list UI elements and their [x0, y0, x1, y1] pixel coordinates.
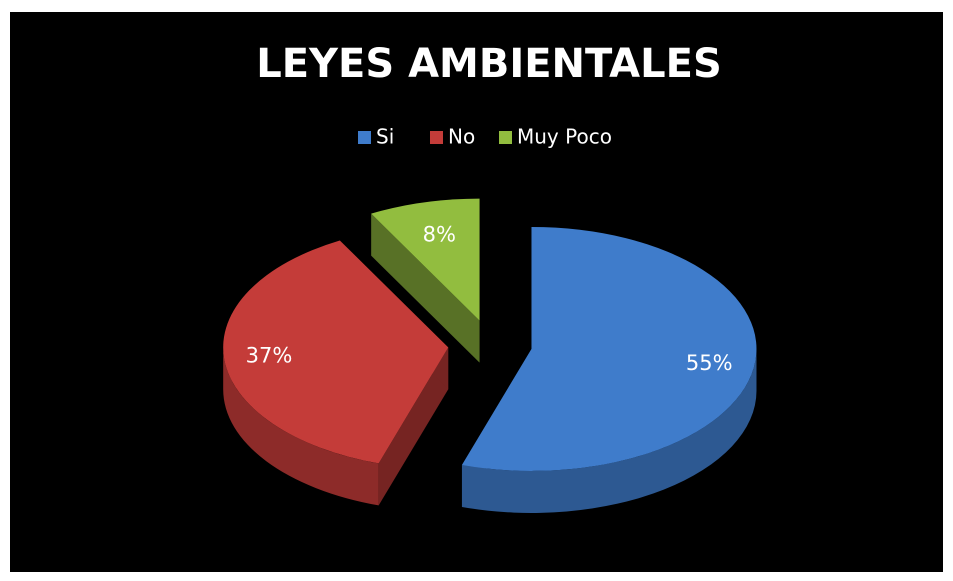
data-label: 55%	[686, 351, 733, 375]
legend-label: Muy Poco	[517, 125, 612, 149]
slice-wall	[223, 347, 379, 506]
legend-label: No	[448, 125, 475, 149]
data-label: 8%	[423, 223, 456, 247]
slice-side	[378, 347, 449, 506]
pie-slice	[223, 240, 449, 464]
chart-title: LEYES AMBIENTALES	[256, 41, 722, 87]
slice-wall	[461, 348, 757, 513]
slice	[223, 240, 449, 506]
legend-label: Si	[376, 125, 394, 149]
slice	[461, 226, 757, 513]
pie-slice	[461, 226, 757, 471]
slice-side	[371, 213, 480, 363]
slice	[371, 198, 480, 363]
legend-swatch	[358, 131, 371, 144]
legend-swatch	[499, 131, 512, 144]
data-label: 37%	[246, 344, 293, 368]
legend-swatch	[430, 131, 443, 144]
pie-slice	[371, 198, 480, 321]
